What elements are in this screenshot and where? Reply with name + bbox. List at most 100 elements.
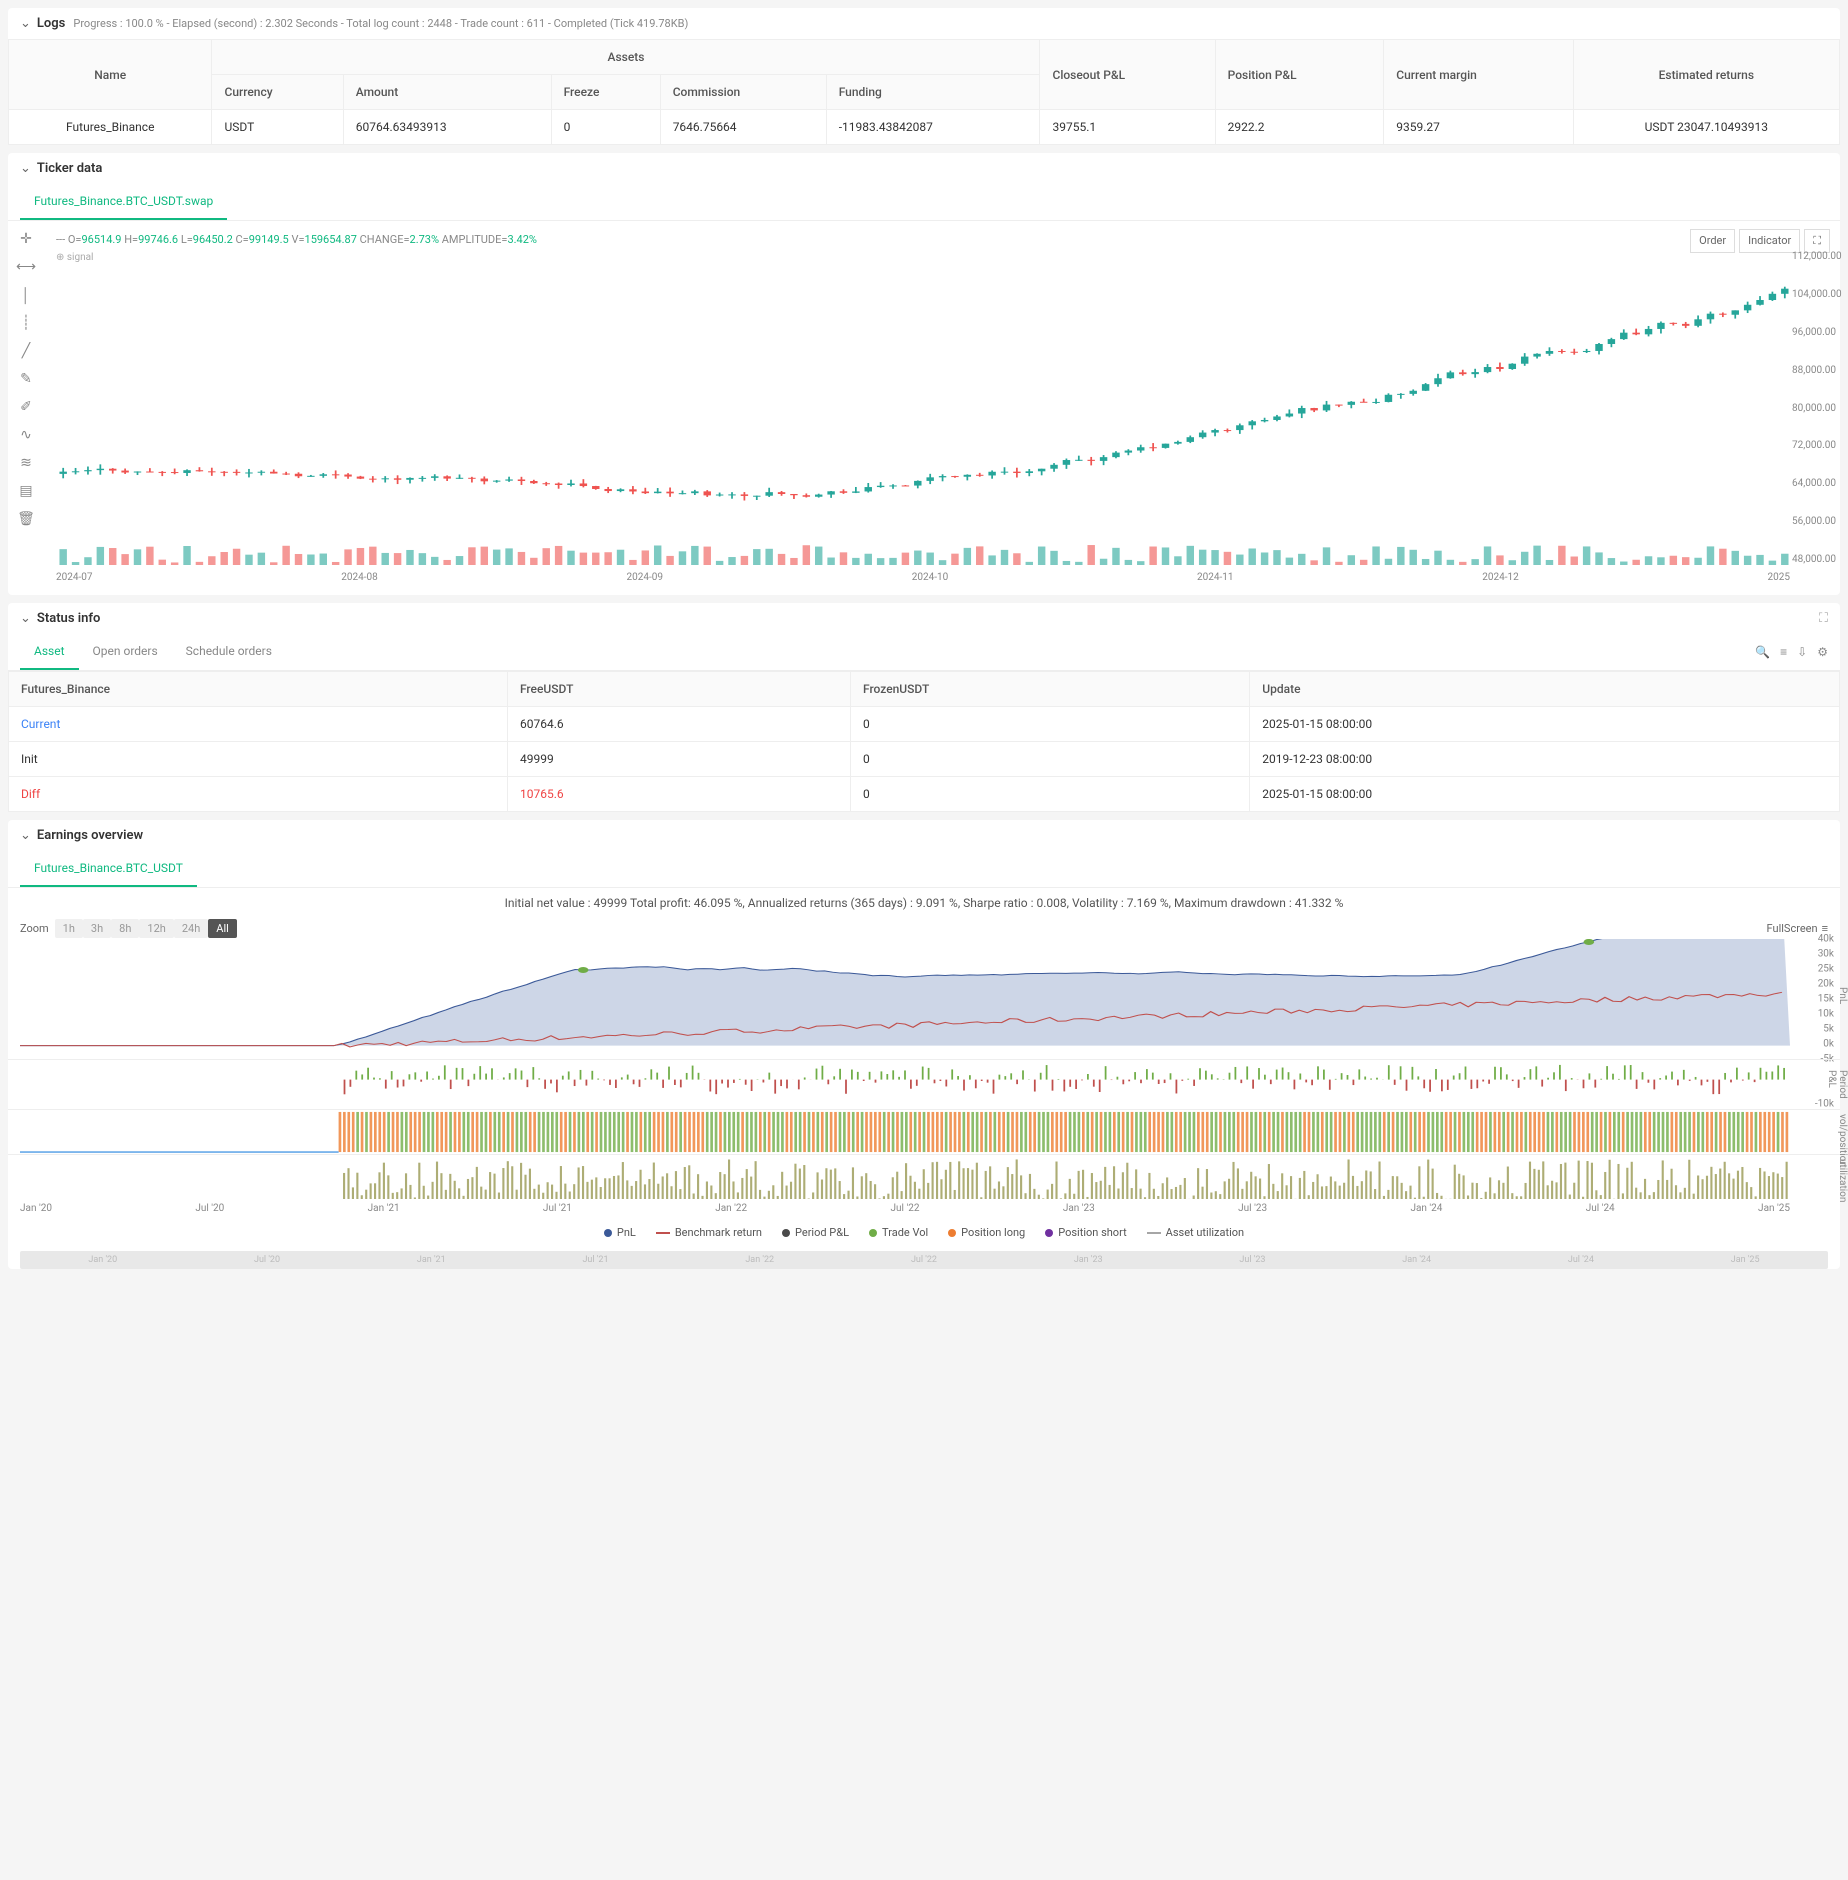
legend-item[interactable]: PnL: [604, 1226, 636, 1239]
earnings-collapse-icon[interactable]: ⌄: [20, 828, 31, 843]
list-icon[interactable]: ≡: [1780, 645, 1787, 659]
status-frozen: 0: [851, 707, 1250, 742]
utilization-chart[interactable]: utilization: [8, 1154, 1840, 1199]
logs-header: ⌄ Logs Progress : 100.0 % - Elapsed (sec…: [8, 8, 1840, 39]
tool-brush-icon[interactable]: ✐: [16, 397, 36, 417]
status-expand-icon[interactable]: ⛶: [1819, 611, 1828, 626]
tool-hline-icon[interactable]: ⟷: [16, 257, 36, 277]
legend-item[interactable]: Trade Vol: [869, 1226, 928, 1239]
candle-x-axis: 2024-072024-082024-092024-102024-112024-…: [56, 568, 1790, 587]
th-closeout: Closeout P&L: [1040, 40, 1215, 110]
zoom-1h[interactable]: 1h: [55, 919, 83, 938]
tab-open-orders[interactable]: Open orders: [79, 634, 172, 670]
zoom-8h[interactable]: 8h: [111, 919, 139, 938]
legend-item[interactable]: Position long: [948, 1226, 1025, 1239]
tab-asset[interactable]: Asset: [20, 634, 79, 670]
zoom-label: Zoom: [20, 922, 49, 935]
tool-delete-icon[interactable]: 🗑: [16, 509, 36, 529]
sth-name: Futures_Binance: [9, 672, 508, 707]
table-row: Current60764.602025-01-15 08:00:00: [9, 707, 1840, 742]
cell-commission: 7646.75664: [660, 110, 826, 145]
tool-fib-icon[interactable]: ≋: [16, 453, 36, 473]
candle-chart-area: ✛ ⟷ │ ┊ ╱ ✎ ✐ ∿ ≋ ▤ 🗑 --- O=96514.9 H=99…: [8, 221, 1840, 595]
tool-pen-icon[interactable]: ✎: [16, 369, 36, 389]
earnings-title: Earnings overview: [37, 828, 143, 843]
zoom-3h[interactable]: 3h: [83, 919, 111, 938]
cell-funding: -11983.43842087: [826, 110, 1040, 145]
earnings-panel: ⌄ Earnings overview Futures_Binance.BTC_…: [8, 820, 1840, 1269]
pnl-axis-title: PnL: [1837, 987, 1848, 1004]
th-commission: Commission: [660, 75, 826, 110]
zoom-24h[interactable]: 24h: [174, 919, 208, 938]
ohlc-readout: --- O=96514.9 H=99746.6 L=96450.2 C=9914…: [56, 229, 1790, 250]
logs-collapse-icon[interactable]: ⌄: [20, 16, 31, 31]
vol-position-chart[interactable]: vol/position: [8, 1109, 1840, 1154]
status-collapse-icon[interactable]: ⌄: [20, 611, 31, 626]
time-scrubber[interactable]: Jan '20Jul '20Jan '21Jul '21Jan '22Jul '…: [20, 1251, 1828, 1269]
zoom-12h[interactable]: 12h: [139, 919, 173, 938]
status-free: 60764.6: [507, 707, 850, 742]
th-margin: Current margin: [1384, 40, 1573, 110]
legend-item[interactable]: Position short: [1045, 1226, 1126, 1239]
assets-table: Name Assets Closeout P&L Position P&L Cu…: [8, 39, 1840, 145]
cell-name: Futures_Binance: [9, 110, 212, 145]
tab-schedule-orders[interactable]: Schedule orders: [172, 634, 286, 670]
th-amount: Amount: [343, 75, 551, 110]
th-returns: Estimated returns: [1573, 40, 1839, 110]
cell-margin: 9359.27: [1384, 110, 1573, 145]
ticker-header: ⌄ Ticker data: [8, 153, 1840, 184]
status-frozen: 0: [851, 777, 1250, 812]
tool-line-icon[interactable]: ╱: [16, 341, 36, 361]
status-update: 2025-01-15 08:00:00: [1250, 707, 1840, 742]
legend-item[interactable]: Benchmark return: [656, 1226, 762, 1239]
status-tabs: Asset Open orders Schedule orders 🔍 ≡ ⇩ …: [8, 634, 1840, 671]
chart-toolbar: ✛ ⟷ │ ┊ ╱ ✎ ✐ ∿ ≋ ▤ 🗑: [16, 229, 48, 529]
th-position: Position P&L: [1215, 40, 1384, 110]
sth-frozen: FrozenUSDT: [851, 672, 1250, 707]
ticker-panel: ⌄ Ticker data Futures_Binance.BTC_USDT.s…: [8, 153, 1840, 595]
signal-label[interactable]: ⊕ signal: [56, 250, 1790, 265]
status-table: Futures_Binance FreeUSDT FrozenUSDT Upda…: [8, 671, 1840, 812]
status-update: 2025-01-15 08:00:00: [1250, 777, 1840, 812]
status-free: 49999: [507, 742, 850, 777]
ticker-title: Ticker data: [37, 161, 102, 176]
tool-wave-icon[interactable]: ∿: [16, 425, 36, 445]
status-label: Current: [9, 707, 508, 742]
th-freeze: Freeze: [551, 75, 660, 110]
order-button[interactable]: Order: [1690, 229, 1735, 253]
tool-vline-icon[interactable]: │: [16, 285, 36, 305]
period-pnl-chart[interactable]: Period P&L -10k: [8, 1059, 1840, 1109]
zoom-All[interactable]: All: [208, 919, 237, 938]
ticker-tab-swap[interactable]: Futures_Binance.BTC_USDT.swap: [20, 184, 227, 220]
status-header: ⌄ Status info ⛶: [8, 603, 1840, 634]
earnings-tab[interactable]: Futures_Binance.BTC_USDT: [20, 851, 197, 887]
tool-crosshair-icon[interactable]: ✛: [16, 229, 36, 249]
gear-icon[interactable]: ⚙: [1817, 645, 1828, 659]
sth-free: FreeUSDT: [507, 672, 850, 707]
indicator-button[interactable]: Indicator: [1739, 229, 1800, 253]
cell-amount: 60764.63493913: [343, 110, 551, 145]
table-row: Diff10765.602025-01-15 08:00:00: [9, 777, 1840, 812]
legend-item[interactable]: Period P&L: [782, 1226, 849, 1239]
cell-returns: USDT 23047.10493913: [1573, 110, 1839, 145]
status-update: 2019-12-23 08:00:00: [1250, 742, 1840, 777]
legend-item[interactable]: Asset utilization: [1147, 1226, 1244, 1239]
pnl-chart[interactable]: 40k30k25k20k15k10k5k0k-5k PnL: [8, 939, 1840, 1059]
candlestick-chart[interactable]: [56, 265, 1790, 565]
th-assets: Assets: [212, 40, 1040, 75]
fullscreen-chart-icon[interactable]: ⛶: [1804, 229, 1830, 253]
status-actions: 🔍 ≡ ⇩ ⚙: [1755, 645, 1828, 659]
logs-meta: Progress : 100.0 % - Elapsed (second) : …: [73, 17, 688, 30]
cell-closeout: 39755.1: [1040, 110, 1215, 145]
th-funding: Funding: [826, 75, 1040, 110]
download-icon[interactable]: ⇩: [1797, 645, 1807, 659]
earnings-tabs: Futures_Binance.BTC_USDT: [8, 851, 1840, 888]
search-icon[interactable]: 🔍: [1755, 645, 1770, 659]
logs-panel: ⌄ Logs Progress : 100.0 % - Elapsed (sec…: [8, 8, 1840, 145]
ticker-collapse-icon[interactable]: ⌄: [20, 161, 31, 176]
cell-currency: USDT: [212, 110, 343, 145]
status-free: 10765.6: [507, 777, 850, 812]
tool-candle-icon[interactable]: ┊: [16, 313, 36, 333]
tool-layers-icon[interactable]: ▤: [16, 481, 36, 501]
status-frozen: 0: [851, 742, 1250, 777]
